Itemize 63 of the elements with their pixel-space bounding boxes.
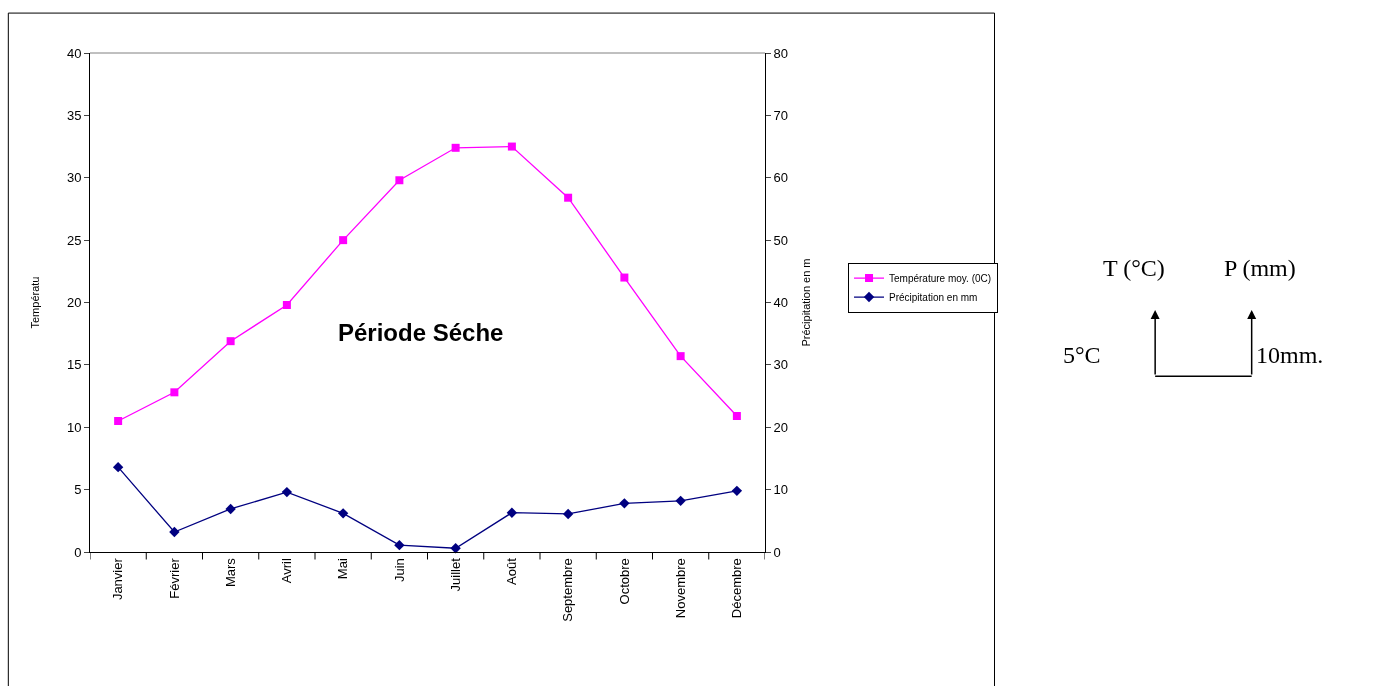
x-tick-label: Juin bbox=[391, 558, 407, 583]
y2-tick-label: 40 bbox=[773, 295, 789, 311]
x-tick-label: Août bbox=[504, 557, 520, 585]
legend-label: Précipitation en mm bbox=[889, 291, 978, 303]
point bbox=[732, 412, 741, 421]
point bbox=[112, 461, 124, 473]
y2-tick-label: 60 bbox=[773, 170, 789, 186]
point bbox=[620, 273, 629, 282]
point bbox=[169, 526, 180, 538]
point bbox=[281, 486, 293, 498]
x-tick-label: Octobre bbox=[616, 558, 632, 605]
y-tick-label: 35 bbox=[66, 107, 82, 123]
x-tick-label: Juillet bbox=[447, 557, 463, 592]
point bbox=[564, 193, 573, 202]
y2-tick-label: 30 bbox=[773, 357, 789, 373]
x-tick-label: Février bbox=[166, 557, 182, 599]
point bbox=[225, 503, 236, 515]
point bbox=[562, 508, 574, 520]
point bbox=[451, 143, 460, 152]
x-tick-label: Mai bbox=[335, 558, 351, 580]
point bbox=[676, 352, 685, 361]
point bbox=[507, 142, 516, 151]
y-tick-label: 20 bbox=[66, 295, 82, 311]
y2-tick-label: 0 bbox=[773, 544, 781, 560]
text: T (°C) bbox=[1103, 255, 1165, 281]
x-tick-label: Janvier bbox=[110, 557, 126, 601]
y2-tick-label: 20 bbox=[773, 419, 789, 435]
point bbox=[282, 301, 291, 309]
y2-tick-label: 80 bbox=[773, 45, 789, 61]
text: P (mm) bbox=[1224, 255, 1296, 281]
x-tick-label: Avril bbox=[279, 558, 295, 584]
point bbox=[337, 508, 349, 519]
x-tick-label: Novembre bbox=[672, 558, 688, 619]
point bbox=[114, 417, 123, 426]
legend-label: Température moy. (0C) bbox=[889, 272, 992, 284]
point bbox=[506, 507, 518, 518]
point bbox=[675, 495, 686, 507]
point bbox=[226, 337, 235, 346]
y-tick-label: 0 bbox=[74, 544, 82, 560]
point bbox=[450, 543, 461, 554]
y-tick-label: 5 bbox=[74, 482, 82, 498]
point bbox=[731, 485, 743, 497]
y2-axis-title: Précipitation en m bbox=[800, 258, 813, 347]
point bbox=[619, 498, 630, 509]
y-axis-title: Températu bbox=[28, 276, 41, 329]
y-tick-label: 10 bbox=[66, 419, 82, 435]
point bbox=[395, 176, 404, 185]
annotation: Période Séche bbox=[338, 319, 504, 346]
x-tick-label: Mars bbox=[222, 557, 238, 588]
y-tick-label: 25 bbox=[66, 232, 82, 248]
point bbox=[170, 388, 179, 397]
y2-tick-label: 10 bbox=[773, 482, 789, 498]
y-tick-label: 40 bbox=[66, 45, 82, 61]
y2-tick-label: 70 bbox=[773, 107, 789, 123]
y-tick-label: 15 bbox=[66, 357, 82, 373]
point bbox=[394, 539, 405, 551]
x-tick-label: Septembre bbox=[560, 558, 576, 622]
y-tick-label: 30 bbox=[66, 170, 82, 186]
point bbox=[339, 236, 348, 245]
y2-tick-label: 50 bbox=[773, 232, 789, 248]
text: 5°C bbox=[1063, 342, 1101, 368]
x-tick-label: Décembre bbox=[729, 558, 745, 619]
text: 10mm. bbox=[1256, 342, 1324, 368]
